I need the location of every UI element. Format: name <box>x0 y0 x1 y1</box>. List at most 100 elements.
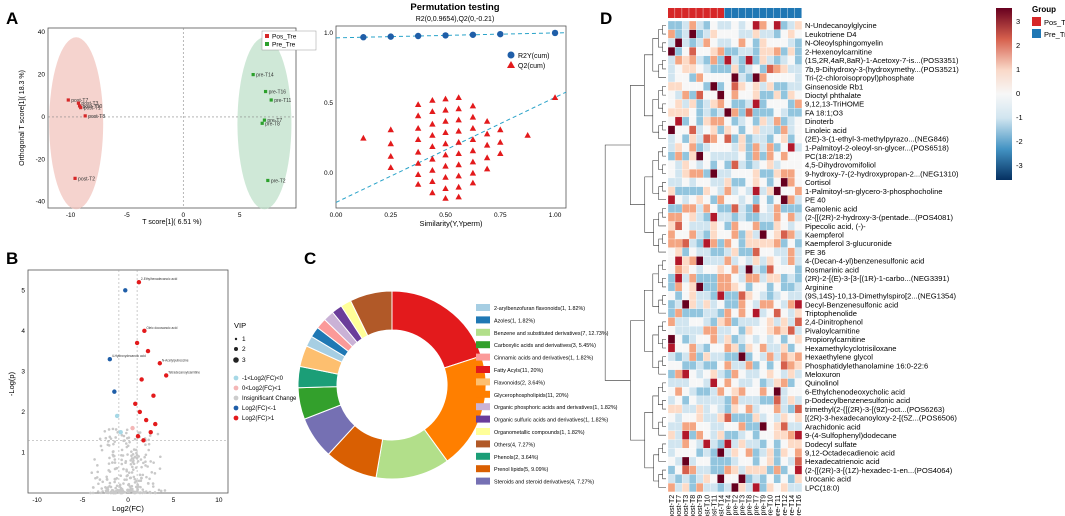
volcano-point <box>106 440 110 443</box>
q2-point <box>429 120 436 127</box>
heatmap-cell <box>738 212 746 222</box>
volcano-sig-point <box>157 361 163 366</box>
pca-point-label: post-T2 <box>78 176 95 182</box>
heatmap-cell <box>667 430 676 440</box>
heatmap-cell <box>710 64 718 74</box>
heatmap-cell <box>780 326 788 336</box>
heatmap-cell <box>745 439 753 449</box>
heatmap-cell <box>773 343 781 353</box>
heatmap-cell <box>738 369 746 379</box>
heatmap-cell <box>681 378 690 388</box>
q2-point <box>414 160 422 166</box>
volcano-annotation: N-Acetylputrescine <box>162 358 189 362</box>
heatmap-cell <box>752 413 760 423</box>
volcano-point <box>104 485 107 489</box>
heatmap-cell <box>752 299 760 309</box>
heatmap-cell <box>794 326 803 336</box>
heatmap-cell <box>717 317 725 327</box>
heatmap-cell <box>794 474 803 484</box>
group-annotation-cell <box>682 8 689 18</box>
q2-point <box>469 179 477 186</box>
heatmap-cell <box>731 142 739 152</box>
heatmap-cell <box>731 387 739 397</box>
heatmap-cell <box>674 186 683 196</box>
q2-point <box>455 172 462 179</box>
group-annotation-cell <box>717 8 724 18</box>
heatmap-cell <box>717 212 725 222</box>
heatmap-cell <box>724 265 732 275</box>
heatmap-row-label: Leukotriene D4 <box>805 30 857 39</box>
heatmap-row-label: 1-Palmitoyl-sn-glycero-3-phosphocholine <box>805 187 943 196</box>
heatmap-cell <box>667 230 676 240</box>
heatmap-cell <box>681 404 690 414</box>
legend-q2-label: Q2(cum) <box>518 63 545 70</box>
heatmap-cell <box>745 378 753 388</box>
heatmap-cell <box>731 116 739 126</box>
volcano-point <box>106 486 110 489</box>
heatmap-cell <box>724 142 732 152</box>
pca-xtick: 5 <box>238 212 242 219</box>
heatmap-cell <box>787 125 796 135</box>
heatmap-cell <box>674 360 683 370</box>
volcano-legend-label: 0<Log2(FC)<1 <box>242 386 282 392</box>
q2-point <box>429 97 436 103</box>
pca-point <box>263 89 268 94</box>
heatmap-cell <box>780 421 788 431</box>
heatmap-cell <box>745 177 753 187</box>
heatmap-cell <box>731 38 739 48</box>
heatmap-cell <box>696 221 704 231</box>
heatmap-cell <box>674 483 683 493</box>
heatmap-cell <box>681 186 690 196</box>
volcano-point <box>96 490 100 493</box>
heatmap-cell <box>703 448 711 458</box>
volcano-point <box>123 439 126 442</box>
heatmap-cell <box>696 291 704 301</box>
volcano-point <box>138 473 142 477</box>
heatmap-cell <box>731 308 739 318</box>
volcano-point <box>114 491 118 495</box>
volcano-point <box>129 459 132 462</box>
volcano-point <box>106 488 110 492</box>
heatmap-cell <box>724 64 732 74</box>
heatmap-row-label: Quinolinol <box>805 379 839 388</box>
heatmap-cell <box>689 421 697 431</box>
heatmap-cell <box>724 238 732 248</box>
heatmap-cell <box>689 387 697 397</box>
heatmap-col-label: post-T7 <box>676 495 683 516</box>
heatmap-cell <box>773 439 781 449</box>
q2-point <box>387 140 394 147</box>
heatmap-cell <box>738 360 746 370</box>
volcano-sig-point <box>135 434 141 439</box>
heatmap-cell <box>681 20 690 30</box>
volcano-xtick: -5 <box>80 497 86 504</box>
heatmap-cell <box>738 195 746 205</box>
heatmap-cell <box>681 160 690 170</box>
volcano-point <box>128 476 132 480</box>
heatmap-row-label: Arginine <box>805 283 833 292</box>
heatmap-cell <box>674 430 683 440</box>
heatmap-cell <box>667 108 676 118</box>
heatmap-cell <box>773 195 781 205</box>
heatmap-cell <box>780 108 788 118</box>
heatmap-cell <box>745 203 753 213</box>
heatmap-cell <box>745 343 753 353</box>
heatmap-cell <box>667 20 676 30</box>
heatmap-cell <box>667 90 676 100</box>
q2-point <box>387 153 394 159</box>
volcano-point <box>151 482 155 485</box>
q2-point <box>429 132 436 138</box>
heatmap-cell <box>710 378 718 388</box>
heatmap-cell <box>787 291 796 301</box>
heatmap-cell <box>745 282 753 292</box>
heatmap-cell <box>773 326 781 336</box>
heatmap-cell <box>759 125 767 135</box>
q2-point <box>497 150 504 156</box>
heatmap-col-label: post-T8 <box>690 495 697 516</box>
donut-legend-label: Organometallic compounds(1, 1.82%) <box>494 430 585 436</box>
volcano-point <box>98 478 102 481</box>
volcano-sig-point <box>143 417 149 423</box>
heatmap-cell <box>759 273 767 283</box>
heatmap-cell <box>717 465 725 475</box>
heatmap-cell <box>689 343 697 353</box>
